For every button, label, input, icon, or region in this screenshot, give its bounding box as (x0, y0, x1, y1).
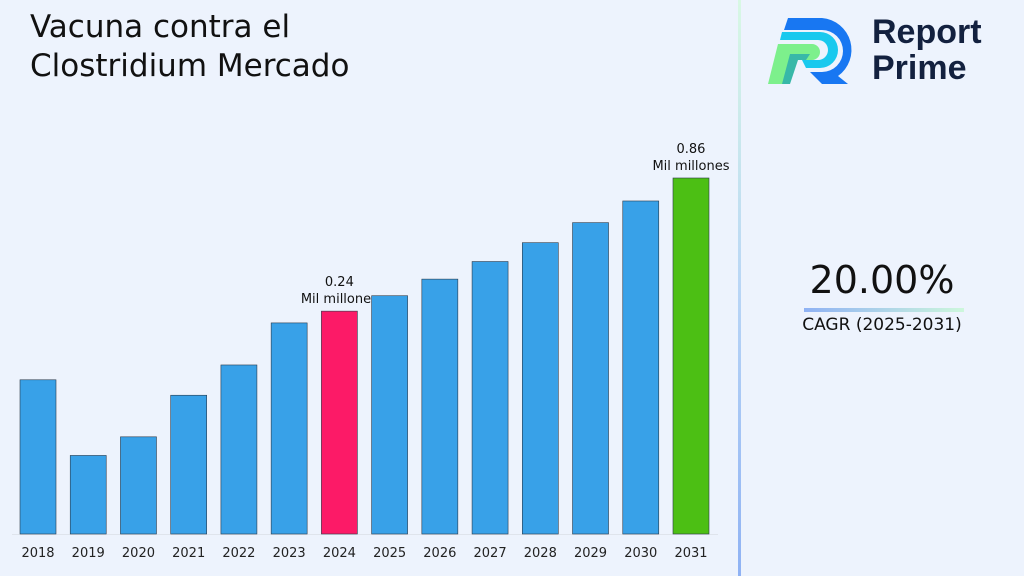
x-tick-label-2020: 2020 (122, 546, 155, 561)
bar-2026 (421, 278, 459, 535)
report-prime-logo: Report Prime (766, 14, 1006, 90)
x-tick-label-2031: 2031 (674, 546, 707, 561)
x-tick-label-2021: 2021 (172, 546, 205, 561)
x-tick-label-2022: 2022 (222, 546, 255, 561)
bar-2031 (672, 177, 710, 535)
x-tick-label-2027: 2027 (474, 546, 507, 561)
chart-title: Vacuna contra el Clostridium Mercado (30, 9, 350, 84)
bar-2027 (471, 261, 509, 535)
x-tick-label-2029: 2029 (574, 546, 607, 561)
logo-text-line1: Report (872, 13, 982, 51)
bar-2020 (120, 436, 157, 535)
cagr-value: 20.00% (809, 258, 955, 302)
x-tick-label-2025: 2025 (373, 546, 406, 561)
cagr-label: CAGR (2025-2031) (802, 315, 962, 335)
x-tick-label-2028: 2028 (524, 546, 557, 561)
cagr-underline (804, 308, 964, 312)
bar-2024 (321, 310, 358, 535)
bar-2028 (521, 242, 559, 535)
x-tick-label-2026: 2026 (423, 546, 456, 561)
x-tick-label-2023: 2023 (273, 546, 306, 561)
x-tick-label-2018: 2018 (21, 546, 54, 561)
vertical-divider (738, 0, 741, 576)
bar-2018 (19, 379, 57, 535)
bar-2030 (622, 200, 660, 535)
bar-chart: 2018 2019 2020 2021 2022 2023 2024 0.24 Mil mill… (12, 142, 730, 561)
bar-2022 (220, 364, 258, 535)
data-label-2031-unit: Mil millones (652, 159, 729, 174)
logo-mark-icon (768, 18, 852, 84)
bar-2029 (572, 222, 609, 535)
x-tick-label-2019: 2019 (72, 546, 105, 561)
data-label-2024-unit: Mil millones (301, 292, 378, 307)
data-label-2031-value: 0.86 (677, 142, 706, 157)
bar-2025 (371, 295, 408, 535)
data-label-2024-value: 0.24 (325, 275, 354, 290)
x-tick-label-2024: 2024 (323, 546, 356, 561)
bar-2023 (270, 322, 308, 535)
bar-2021 (170, 394, 207, 535)
bar-2019 (69, 455, 107, 535)
logo-text-line2: Prime (872, 49, 967, 87)
x-tick-label-2030: 2030 (624, 546, 657, 561)
